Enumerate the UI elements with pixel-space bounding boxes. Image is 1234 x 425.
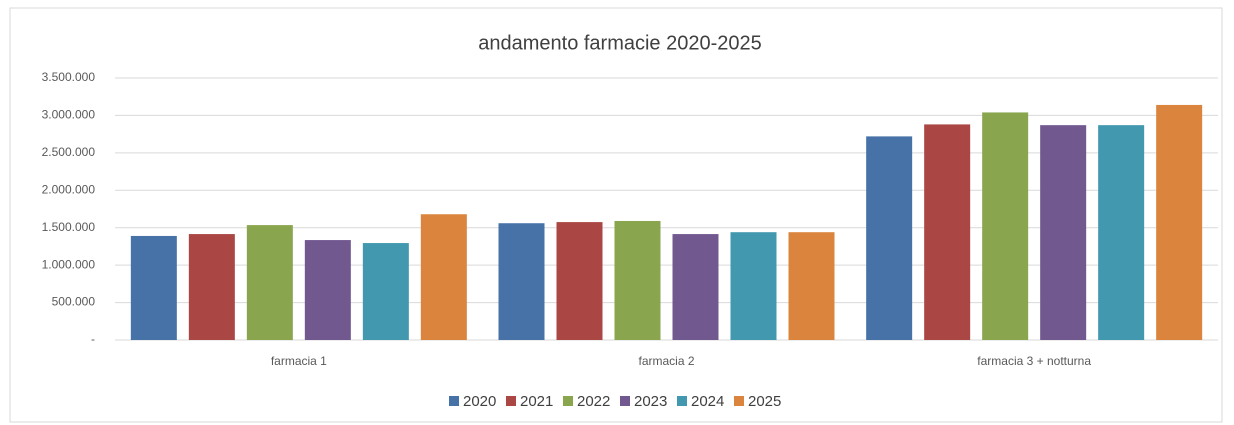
bar — [362, 243, 409, 340]
x-tick-label: farmacia 1 — [271, 354, 327, 368]
y-tick-label: 2.500.000 — [42, 145, 96, 159]
legend-swatch — [620, 396, 630, 406]
legend-label: 2025 — [748, 393, 781, 410]
bar — [614, 220, 661, 340]
y-tick-label: 3.500.000 — [42, 70, 96, 84]
bar — [1156, 104, 1203, 340]
legend-label: 2023 — [634, 393, 667, 410]
bar — [498, 223, 545, 340]
bar — [788, 232, 835, 340]
legend-swatch — [677, 396, 687, 406]
chart-title: andamento farmacie 2020-2025 — [478, 32, 762, 54]
y-tick-label: 1.500.000 — [42, 220, 96, 234]
bar — [246, 225, 293, 340]
bar — [420, 214, 467, 340]
bar — [556, 222, 603, 340]
y-tick-label: 2.000.000 — [42, 182, 96, 196]
legend-swatch — [734, 396, 744, 406]
bar — [130, 235, 177, 340]
legend-label: 2024 — [691, 393, 724, 410]
legend-label: 2021 — [520, 393, 553, 410]
bar — [924, 124, 971, 340]
x-tick-label: farmacia 2 — [638, 354, 694, 368]
bar — [1098, 125, 1145, 340]
bar — [1040, 125, 1087, 340]
bar — [982, 112, 1029, 340]
bar — [188, 234, 235, 340]
x-tick-label: farmacia 3 + notturna — [977, 354, 1091, 368]
legend-label: 2020 — [463, 393, 496, 410]
y-tick-label: - — [91, 332, 95, 346]
y-tick-label: 3.000.000 — [42, 108, 96, 122]
bar — [866, 136, 913, 340]
bar — [304, 240, 351, 340]
bar — [730, 232, 777, 340]
bar — [672, 234, 719, 340]
legend-swatch — [449, 396, 459, 406]
y-tick-label: 1.000.000 — [42, 257, 96, 271]
y-tick-label: 500.000 — [52, 295, 96, 309]
legend-swatch — [563, 396, 573, 406]
legend-swatch — [506, 396, 516, 406]
legend-label: 2022 — [577, 393, 610, 410]
